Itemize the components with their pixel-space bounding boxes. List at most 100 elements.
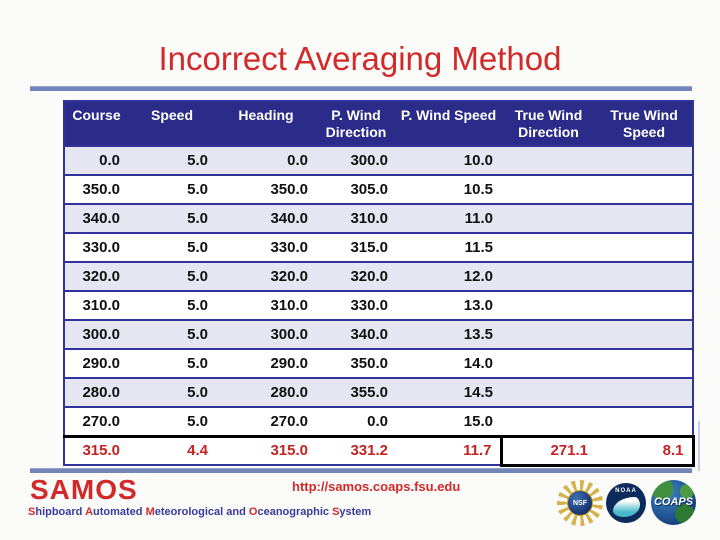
table-row: 300.0 5.0 300.0 340.0 13.5: [64, 319, 693, 349]
table-cell: [596, 406, 693, 436]
divider-line-top: [30, 86, 692, 91]
table-cell: 305.0: [316, 174, 396, 204]
table-cell: 8.1: [596, 434, 695, 467]
table-cell: 315.0: [216, 434, 316, 465]
table-cell: [596, 319, 693, 349]
table-cell: 13.5: [396, 319, 501, 349]
table-cell: 5.0: [128, 290, 216, 320]
table-cell: 350.0: [64, 174, 128, 204]
noaa-logo: NOAA: [606, 483, 646, 523]
table-cell: 11.0: [396, 203, 501, 233]
table-row: 290.0 5.0 290.0 350.0 14.0: [64, 348, 693, 378]
tagline-initial: S: [28, 506, 36, 518]
nsf-logo-label: NSF: [567, 490, 593, 516]
table-cell: 15.0: [396, 406, 501, 436]
table-cell: [501, 232, 596, 262]
table-cell: 320.0: [64, 261, 128, 291]
table-row: 0.0 5.0 0.0 300.0 10.0: [64, 145, 693, 175]
table-cell: 310.0: [216, 290, 316, 320]
table-cell: 0.0: [64, 145, 128, 175]
summary-row: 315.0 4.4 315.0 331.2 11.7 271.1 8.1: [64, 434, 695, 467]
table-cell: 290.0: [216, 348, 316, 378]
nsf-logo: NSF: [557, 480, 603, 526]
column-header: Course: [64, 101, 128, 146]
table-cell: 4.4: [128, 434, 216, 465]
table-cell: 5.0: [128, 261, 216, 291]
table-cell: [596, 377, 693, 407]
divider-line-bottom: [30, 468, 692, 473]
footer-url: http://samos.coaps.fsu.edu: [292, 479, 461, 494]
table-row: 320.0 5.0 320.0 320.0 12.0: [64, 261, 693, 291]
table-cell: [501, 174, 596, 204]
slide-title: Incorrect Averaging Method: [158, 40, 562, 77]
table-row: 270.0 5.0 270.0 0.0 15.0: [64, 406, 693, 436]
table-cell: 271.1: [499, 434, 596, 467]
table-cell: 340.0: [316, 319, 396, 349]
table-cell: [501, 145, 596, 175]
table-cell: 13.0: [396, 290, 501, 320]
table-header-row: Course Speed Heading P. Wind Direction P. Wi…: [64, 101, 693, 146]
table-cell: 340.0: [64, 203, 128, 233]
column-header: True Wind Speed: [596, 101, 693, 146]
table-cell: 14.0: [396, 348, 501, 378]
table-row: 310.0 5.0 310.0 330.0 13.0: [64, 290, 693, 320]
table-cell: [501, 290, 596, 320]
table-cell: [596, 145, 693, 175]
table-cell: 330.0: [64, 232, 128, 262]
table-row: 280.0 5.0 280.0 355.0 14.5: [64, 377, 693, 407]
table-cell: 14.5: [396, 377, 501, 407]
coaps-logo: COAPS: [651, 480, 696, 525]
table-cell: [501, 203, 596, 233]
tagline-initial: M: [145, 506, 155, 518]
table-cell: 330.0: [316, 290, 396, 320]
table-cell: [501, 319, 596, 349]
samos-tagline: Shipboard Automated Meteorological and O…: [28, 506, 372, 518]
table-cell: 5.0: [128, 232, 216, 262]
table-cell: 320.0: [216, 261, 316, 291]
table-cell: 280.0: [64, 377, 128, 407]
table-cell: [596, 261, 693, 291]
samos-logo-text: SAMOS: [30, 474, 138, 505]
table-cell: 350.0: [316, 348, 396, 378]
table-cell: [596, 348, 693, 378]
table-cell: 320.0: [316, 261, 396, 291]
table-cell: 5.0: [128, 377, 216, 407]
table-cell: 340.0: [216, 203, 316, 233]
table-cell: 355.0: [316, 377, 396, 407]
table-cell: 315.0: [316, 232, 396, 262]
table-cell: 12.0: [396, 261, 501, 291]
table-cell: 280.0: [216, 377, 316, 407]
table-cell: 5.0: [128, 203, 216, 233]
column-header: Speed: [128, 101, 216, 146]
table-row: 340.0 5.0 340.0 310.0 11.0: [64, 203, 693, 233]
table-cell: 0.0: [216, 145, 316, 175]
table-cell: 5.0: [128, 174, 216, 204]
table-cell: 11.7: [396, 434, 501, 465]
tagline-initial: S: [332, 506, 340, 518]
table-cell: 310.0: [316, 203, 396, 233]
table-cell: [501, 406, 596, 436]
table-cell: [501, 348, 596, 378]
table-row: 350.0 5.0 350.0 305.0 10.5: [64, 174, 693, 204]
table-cell: 330.0: [216, 232, 316, 262]
table-cell: [501, 261, 596, 291]
table-cell: 5.0: [128, 348, 216, 378]
table-cell: 10.5: [396, 174, 501, 204]
table-cell: [501, 377, 596, 407]
noaa-logo-label: NOAA: [615, 488, 637, 494]
table-row: 330.0 5.0 330.0 315.0 11.5: [64, 232, 693, 262]
tagline-initial: O: [248, 506, 258, 518]
table-cell: 300.0: [64, 319, 128, 349]
column-header: Heading: [216, 101, 316, 146]
table-cell: 5.0: [128, 319, 216, 349]
table-cell: 290.0: [64, 348, 128, 378]
table-cell: 331.2: [316, 434, 396, 465]
coaps-logo-label: COAPS: [653, 496, 694, 508]
table-cell: 5.0: [128, 406, 216, 436]
table-cell: 10.0: [396, 145, 501, 175]
tagline-initial: A: [85, 506, 94, 518]
column-header: P. Wind Speed: [396, 101, 501, 146]
noaa-bird-icon: [613, 497, 640, 517]
table-cell: 0.0: [316, 406, 396, 436]
